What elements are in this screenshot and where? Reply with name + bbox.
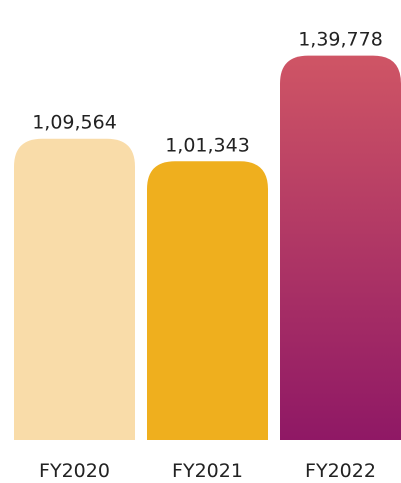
- value-label-fy2020: 1,09,564: [32, 112, 117, 134]
- category-axis-labels: FY2020 FY2021 FY2022: [39, 460, 376, 482]
- bar-series: [14, 55, 401, 440]
- category-label-fy2022: FY2022: [305, 460, 376, 482]
- category-label-fy2021: FY2021: [172, 460, 243, 482]
- value-label-fy2022: 1,39,778: [298, 29, 383, 51]
- bar-fy2022: [280, 55, 401, 440]
- value-label-fy2021: 1,01,343: [165, 134, 250, 156]
- bar-fy2020: [14, 138, 135, 440]
- bar-fy2021: [147, 161, 268, 440]
- value-labels: 1,09,564 1,01,343 1,39,778: [32, 29, 383, 157]
- category-label-fy2020: FY2020: [39, 460, 110, 482]
